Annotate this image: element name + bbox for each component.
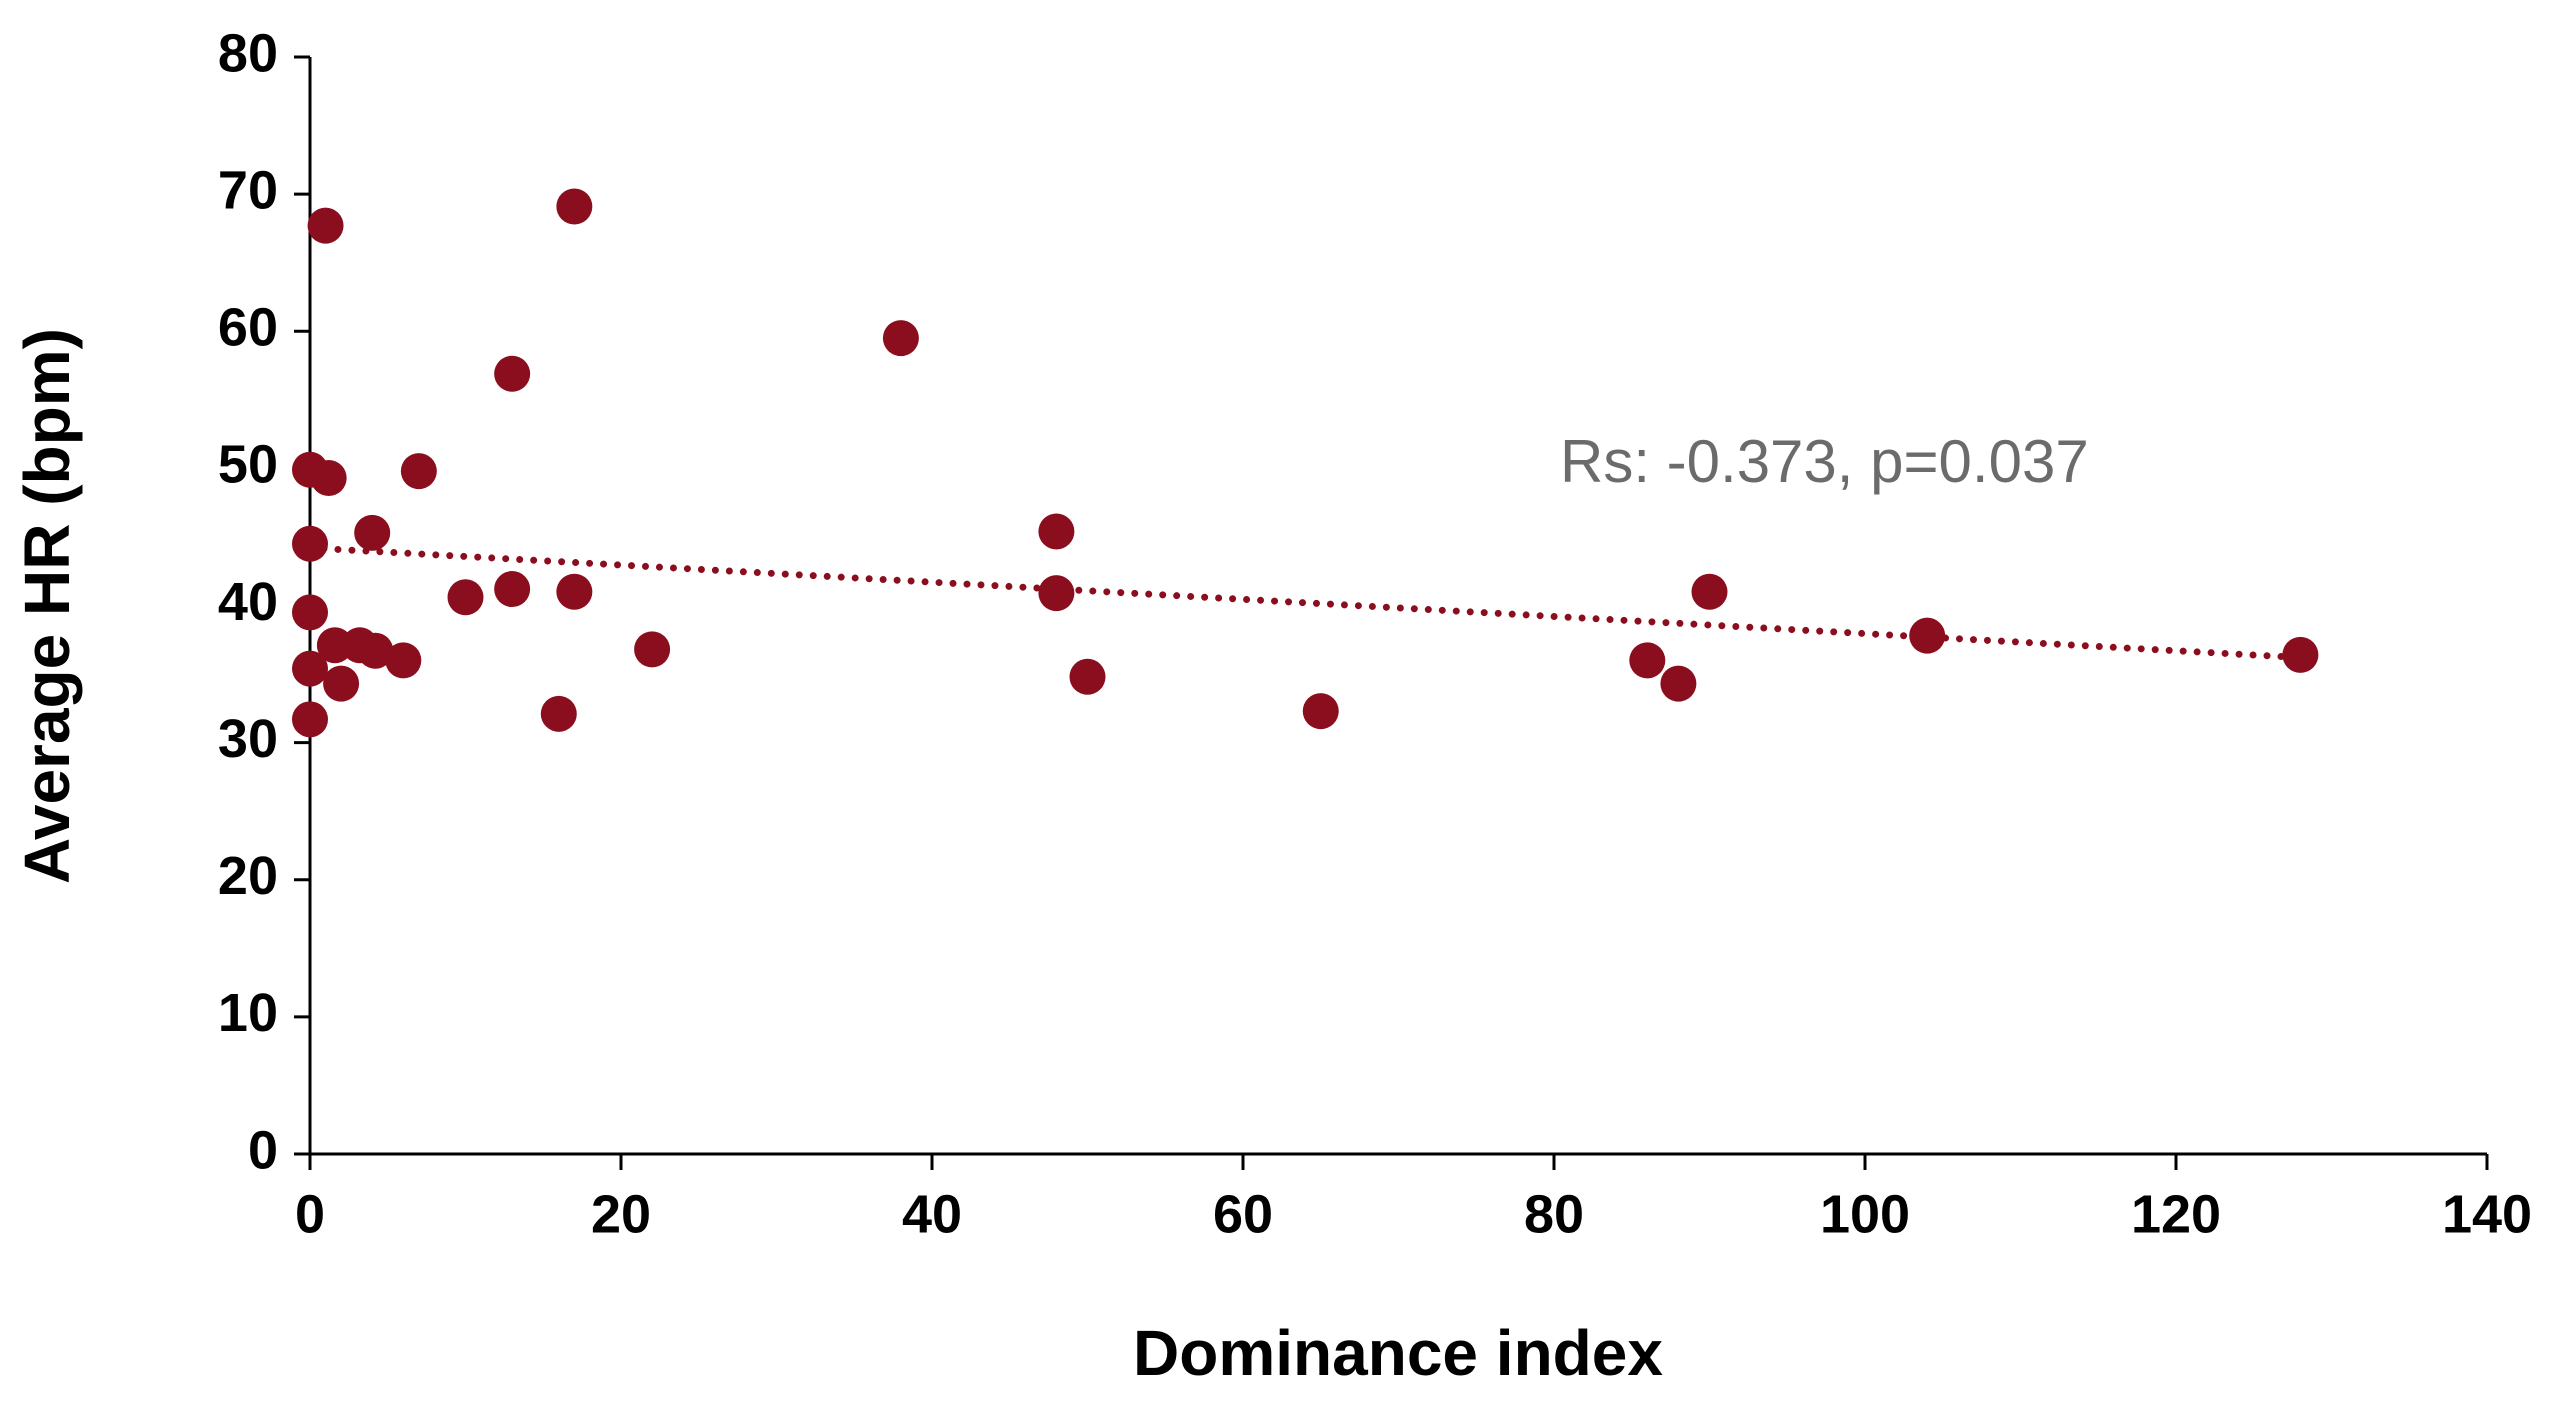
data-point bbox=[1691, 573, 1728, 610]
y-tick-label: 50 bbox=[218, 435, 278, 495]
data-point bbox=[307, 207, 344, 244]
data-point bbox=[1302, 693, 1339, 730]
data-point bbox=[1038, 513, 1075, 550]
data-point bbox=[634, 631, 671, 668]
data-point bbox=[556, 573, 593, 610]
data-point bbox=[310, 459, 347, 496]
data-point bbox=[540, 695, 577, 732]
data-point bbox=[1660, 665, 1697, 702]
y-tick-label: 80 bbox=[218, 23, 278, 83]
y-tick-label: 10 bbox=[218, 983, 278, 1043]
x-tick-label: 60 bbox=[1213, 1184, 1273, 1244]
x-tick-label: 0 bbox=[295, 1184, 325, 1244]
x-tick-label: 140 bbox=[2442, 1184, 2532, 1244]
x-tick-label: 40 bbox=[902, 1184, 962, 1244]
data-point bbox=[1909, 617, 1946, 654]
y-tick-label: 30 bbox=[218, 709, 278, 769]
y-tick-label: 40 bbox=[218, 572, 278, 632]
annotation: Rs: -0.373, p=0.037 bbox=[1560, 428, 2089, 495]
data-point bbox=[1069, 658, 1106, 695]
data-point bbox=[494, 355, 531, 392]
data-point bbox=[1629, 642, 1666, 679]
x-tick-label: 100 bbox=[1820, 1184, 1910, 1244]
data-point bbox=[882, 320, 919, 357]
data-point bbox=[292, 594, 328, 631]
data-point bbox=[556, 188, 593, 225]
y-axis-title: Average HR (bpm) bbox=[11, 328, 83, 884]
data-point bbox=[323, 665, 360, 702]
y-tick-label: 70 bbox=[218, 160, 278, 220]
data-point bbox=[1038, 575, 1075, 612]
data-point bbox=[494, 571, 531, 608]
data-point bbox=[354, 514, 391, 551]
data-point bbox=[385, 642, 422, 679]
data-point bbox=[357, 632, 394, 669]
data-point bbox=[400, 453, 437, 490]
trendline bbox=[306, 544, 2304, 662]
x-tick-label: 80 bbox=[1524, 1184, 1584, 1244]
y-tick-label: 20 bbox=[218, 846, 278, 906]
y-tick-label: 0 bbox=[248, 1120, 278, 1180]
data-point bbox=[2282, 636, 2319, 673]
data-point bbox=[292, 650, 328, 687]
x-tick-label: 20 bbox=[591, 1184, 651, 1244]
y-tick-label: 60 bbox=[218, 298, 278, 358]
data-point bbox=[292, 701, 328, 738]
data-point bbox=[292, 525, 328, 562]
x-tick-label: 120 bbox=[2131, 1184, 2221, 1244]
data-point bbox=[316, 627, 353, 664]
x-axis-title: Dominance index bbox=[1133, 1317, 1663, 1389]
data-point bbox=[447, 579, 484, 616]
